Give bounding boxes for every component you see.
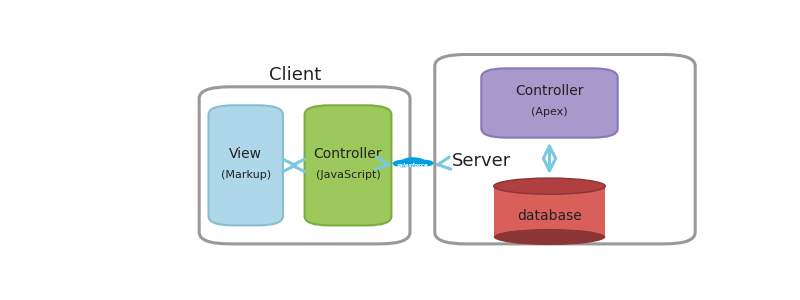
Ellipse shape (403, 163, 423, 167)
FancyBboxPatch shape (494, 186, 606, 237)
Ellipse shape (494, 178, 606, 194)
FancyBboxPatch shape (435, 55, 695, 244)
Text: Client: Client (269, 66, 322, 84)
Ellipse shape (494, 229, 606, 245)
Circle shape (401, 157, 425, 166)
Text: (Markup): (Markup) (221, 169, 270, 180)
Circle shape (415, 160, 434, 167)
FancyBboxPatch shape (209, 105, 283, 225)
Text: database: database (517, 209, 582, 223)
FancyBboxPatch shape (199, 87, 410, 244)
Text: Controller: Controller (314, 147, 382, 161)
Text: Server: Server (452, 152, 511, 170)
Text: salesforce: salesforce (398, 163, 429, 168)
Text: (Apex): (Apex) (531, 107, 568, 117)
FancyBboxPatch shape (305, 105, 391, 225)
FancyBboxPatch shape (482, 68, 618, 138)
Text: View: View (229, 147, 262, 161)
Text: Controller: Controller (515, 84, 584, 98)
Circle shape (393, 160, 413, 167)
Text: (JavaScript): (JavaScript) (316, 169, 380, 180)
